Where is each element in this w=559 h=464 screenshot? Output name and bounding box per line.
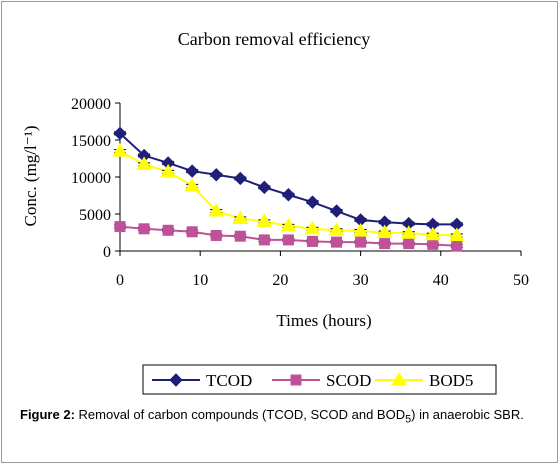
y-axis-label: Conc. (mg/l⁻¹): [21, 126, 40, 227]
data-point-scod: [451, 240, 463, 252]
data-point-tcod: [257, 180, 272, 195]
data-point-bod5: [304, 220, 321, 235]
legend-label-bod5: BOD5: [429, 371, 473, 390]
data-point-bod5: [184, 177, 201, 192]
data-point-scod: [331, 236, 343, 248]
x-tick-label: 40: [433, 272, 449, 289]
chart-title: Carbon removal efficiency: [178, 29, 371, 49]
plot-area: [112, 126, 465, 252]
data-point-scod: [186, 226, 198, 238]
data-point-bod5: [352, 223, 369, 237]
axes: 0 5000 10000 15000 20000 0 10 20 30 40 50: [71, 96, 529, 289]
legend-marker-tcod: [169, 373, 183, 387]
data-point-bod5: [328, 222, 345, 236]
legend-marker-bod5: [391, 372, 407, 386]
data-point-bod5: [160, 163, 176, 178]
data-point-scod: [234, 230, 246, 242]
data-point-bod5: [376, 224, 393, 238]
caption-subscript: 5: [405, 413, 412, 426]
data-point-tcod: [113, 126, 127, 141]
series-line-tcod: [119, 132, 457, 226]
data-point-tcod: [281, 188, 296, 202]
data-point-scod: [114, 221, 126, 233]
data-point-bod5: [208, 203, 225, 217]
data-point-scod: [355, 236, 367, 248]
data-point-bod5: [400, 225, 417, 239]
data-point-scod: [138, 223, 150, 235]
data-point-bod5: [280, 217, 297, 232]
legend: TCOD SCOD BOD5: [152, 371, 473, 390]
data-point-bod5: [256, 213, 273, 227]
data-point-bod5: [232, 210, 249, 224]
data-point-tcod: [305, 195, 320, 209]
caption-text: Removal of carbon compounds (TCOD, SCOD …: [74, 407, 406, 422]
x-axis-label: Times (hours): [276, 311, 371, 330]
y-tick-label: 0: [103, 244, 111, 261]
x-tick-label: 10: [192, 272, 208, 289]
y-tick-label: 10000: [71, 170, 111, 187]
data-point-scod: [282, 234, 294, 246]
data-point-tcod: [209, 168, 223, 182]
legend-marker-scod: [290, 374, 302, 386]
data-point-scod: [427, 238, 439, 250]
x-tick-label: 20: [272, 272, 288, 289]
data-point-tcod: [185, 164, 199, 178]
data-point-scod: [258, 234, 270, 246]
x-tick-label: 30: [353, 272, 369, 289]
data-point-scod: [379, 238, 391, 250]
data-point-bod5: [424, 226, 441, 241]
data-point-scod: [162, 224, 174, 236]
y-tick-label: 15000: [71, 133, 111, 150]
figure-caption: Figure 2: Removal of carbon compounds (T…: [20, 406, 540, 429]
data-point-scod: [306, 235, 318, 247]
data-point-scod: [210, 229, 222, 241]
data-point-bod5: [448, 227, 465, 241]
legend-label-tcod: TCOD: [206, 371, 252, 390]
data-point-bod5: [112, 143, 128, 157]
y-tick-label: 20000: [71, 96, 111, 113]
y-tick-label: 5000: [79, 207, 111, 224]
legend-label-scod: SCOD: [326, 371, 371, 390]
x-tick-label: 0: [116, 272, 124, 289]
data-point-bod5: [136, 156, 152, 170]
data-point-tcod: [233, 171, 248, 186]
data-point-scod: [403, 238, 415, 250]
caption-text-end: ) in anaerobic SBR.: [411, 407, 524, 422]
x-tick-label: 50: [513, 272, 529, 289]
data-point-tcod: [329, 204, 344, 218]
caption-label: Figure 2:: [20, 407, 75, 422]
